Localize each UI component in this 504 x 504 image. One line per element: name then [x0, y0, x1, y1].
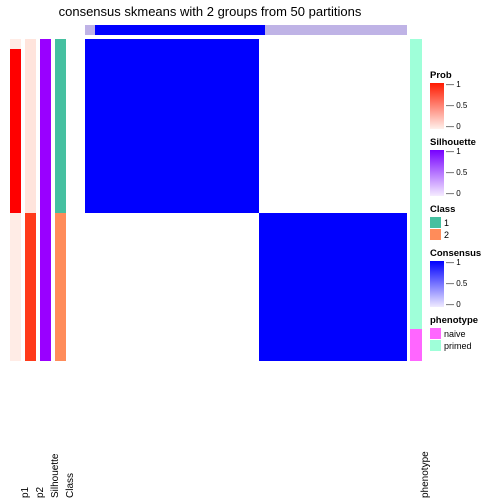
label-class: Class: [65, 473, 76, 498]
annotation-bar-silhouette: [40, 39, 51, 361]
label-phenotype: phenotype: [420, 451, 431, 498]
legend-consensus: Consensus— 1— 0.5— 0: [430, 248, 502, 307]
top-annotation-class: [85, 25, 407, 35]
legend-area: Prob— 1— 0.5— 0 Silhouette— 1— 0.5— 0 Cl…: [430, 70, 502, 359]
legend-silhouette: Silhouette— 1— 0.5— 0: [430, 137, 502, 196]
plot-region: [10, 25, 418, 455]
consensus-heatmap: [85, 39, 407, 361]
annotation-bar-p2: [25, 39, 36, 361]
label-silhouette: Silhouette: [50, 454, 61, 498]
annotation-bar-p1: [10, 39, 21, 361]
annotation-bar-class: [55, 39, 66, 361]
legend-prob: Prob— 1— 0.5— 0: [430, 70, 502, 129]
plot-title: consensus skmeans with 2 groups from 50 …: [0, 4, 420, 19]
label-p1: p1: [20, 487, 31, 498]
legend-class: Class12: [430, 204, 502, 240]
legend-phenotype: phenotypenaiveprimed: [430, 315, 502, 351]
annotation-bar-phenotype: [410, 39, 422, 361]
label-p2: p2: [35, 487, 46, 498]
